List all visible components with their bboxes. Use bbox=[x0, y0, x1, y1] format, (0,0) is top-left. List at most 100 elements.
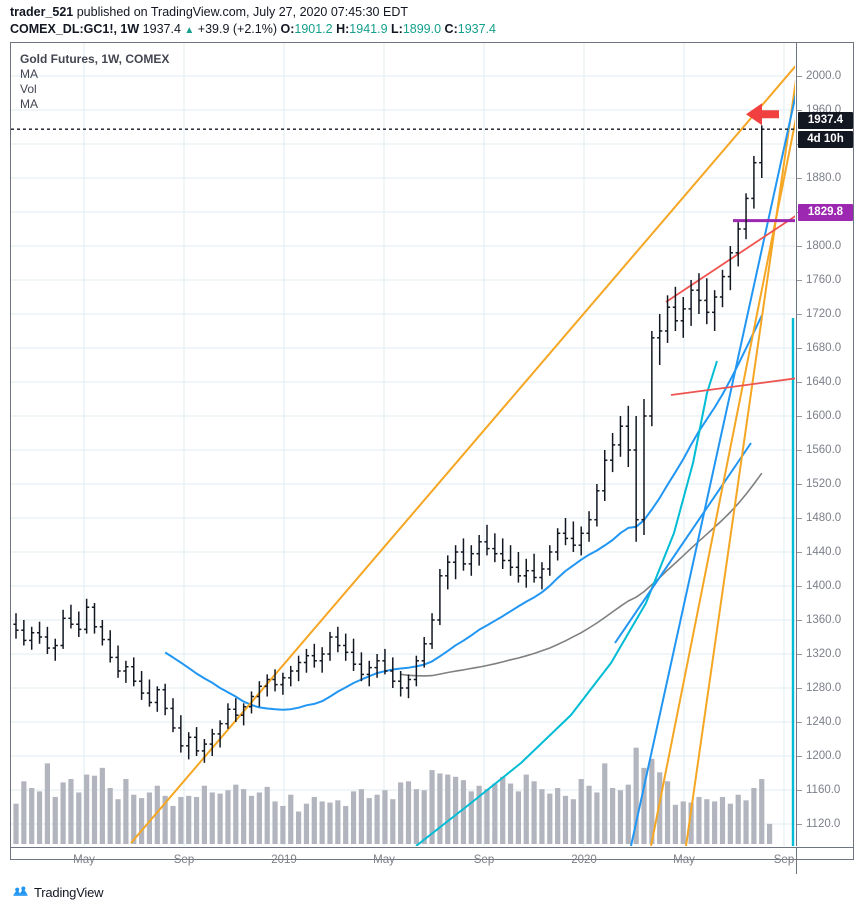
volume-bar bbox=[484, 789, 490, 844]
price-tick-label: 1240.0 bbox=[806, 716, 842, 728]
price-tick-mark bbox=[797, 178, 802, 179]
time-axis[interactable]: May Sep 2019 May Sep 2020 May Sep bbox=[11, 847, 853, 874]
volume-bar bbox=[507, 783, 514, 844]
volume-bar bbox=[107, 788, 113, 844]
open-label: O: bbox=[280, 22, 295, 36]
volume-bar bbox=[84, 774, 90, 844]
time-tick-label: Sep bbox=[473, 854, 495, 866]
volume-bar bbox=[241, 789, 247, 844]
price-tick-mark bbox=[797, 518, 802, 519]
time-tick-label: May bbox=[73, 854, 95, 866]
volume-bar bbox=[225, 790, 231, 844]
volume-bar bbox=[327, 802, 333, 844]
volume-bar bbox=[374, 794, 380, 844]
volume-bar bbox=[704, 799, 710, 844]
symbol-label: COMEX_DL:GC1!, 1W bbox=[10, 22, 140, 36]
low-value: 1899.0 bbox=[402, 22, 442, 36]
level-price-badge[interactable]: 1829.8 bbox=[798, 204, 853, 221]
price-tick-label: 1880.0 bbox=[806, 172, 842, 184]
chart-plot-area[interactable] bbox=[11, 43, 795, 846]
volume-bar bbox=[382, 790, 388, 844]
volume-bar bbox=[146, 792, 153, 844]
volume-bar bbox=[335, 800, 341, 844]
open-value: 1901.2 bbox=[294, 22, 333, 36]
volume-bar bbox=[767, 823, 773, 844]
price-tick-label: 1760.0 bbox=[806, 274, 842, 286]
volume-bar bbox=[602, 763, 608, 844]
price-tick-label: 1320.0 bbox=[806, 648, 842, 660]
price-tick-mark bbox=[797, 620, 802, 621]
high-value: 1941.9 bbox=[349, 22, 388, 36]
volume-bar bbox=[570, 799, 576, 844]
volume-bar bbox=[743, 800, 749, 844]
price-tick-label: 1640.0 bbox=[806, 376, 842, 388]
quote-line: COMEX_DL:GC1!, 1W 1937.4 ▲ +39.9 (+2.1%)… bbox=[10, 21, 850, 39]
price-tick-mark bbox=[797, 314, 802, 315]
volume-bar bbox=[586, 785, 592, 844]
volume-bar bbox=[657, 772, 663, 844]
volume-bar bbox=[641, 767, 647, 844]
ma-line-cyan bbox=[415, 360, 718, 846]
volume-bar bbox=[248, 795, 255, 844]
volume-bar bbox=[68, 779, 74, 844]
volume-bar bbox=[453, 776, 459, 844]
price-tick-mark bbox=[797, 586, 802, 587]
volume-bar bbox=[539, 789, 545, 844]
trendline-blue-steep bbox=[630, 93, 795, 846]
price-tick-label: 2000.0 bbox=[806, 70, 842, 82]
price-tick-label: 1720.0 bbox=[806, 308, 842, 320]
price-tick-label: 1520.0 bbox=[806, 478, 842, 490]
volume-bar bbox=[154, 785, 160, 844]
volume-bar bbox=[751, 788, 757, 844]
price-tick-label: 1160.0 bbox=[806, 784, 841, 796]
channel-red bbox=[665, 215, 795, 396]
volume-bar bbox=[515, 791, 521, 844]
volume-bar bbox=[688, 802, 694, 844]
publisher-name: trader_521 bbox=[10, 5, 74, 19]
volume-bar bbox=[217, 793, 223, 844]
volume-bar bbox=[672, 804, 678, 844]
price-tick-mark bbox=[797, 110, 802, 111]
volume-bar bbox=[162, 795, 168, 844]
price-tick-label: 1120.0 bbox=[806, 818, 841, 830]
volume-bar bbox=[186, 795, 192, 844]
volume-bar bbox=[468, 791, 474, 844]
price-tick-label: 1200.0 bbox=[806, 750, 842, 762]
volume-bar bbox=[256, 792, 262, 844]
last-price-badge[interactable]: 1937.4 bbox=[798, 112, 853, 129]
last-price: 1937.4 bbox=[142, 22, 181, 36]
trendline-blue bbox=[614, 442, 752, 644]
price-tick-mark bbox=[797, 450, 802, 451]
time-tick-label: May bbox=[373, 854, 395, 866]
volume-bar bbox=[193, 796, 200, 844]
trendline-blue-steep-group bbox=[630, 93, 795, 846]
volume-bar bbox=[680, 801, 686, 844]
volume-bar bbox=[500, 776, 506, 844]
price-tick-mark bbox=[797, 76, 802, 77]
price-tick-mark bbox=[797, 416, 802, 417]
volume-bar bbox=[562, 795, 569, 844]
volume-bar bbox=[664, 781, 671, 844]
price-tick-label: 1280.0 bbox=[806, 682, 842, 694]
price-tick-mark bbox=[797, 552, 802, 553]
price-tick-label: 1440.0 bbox=[806, 546, 842, 558]
volume-bar bbox=[366, 798, 372, 844]
volume-bar bbox=[296, 811, 302, 844]
volume-bar bbox=[735, 794, 741, 844]
volume-bar bbox=[131, 794, 137, 844]
price-tick-mark bbox=[797, 654, 802, 655]
volume-bar bbox=[170, 805, 176, 844]
volume-bar bbox=[13, 803, 19, 844]
volume-bar bbox=[319, 801, 325, 844]
volume-histogram bbox=[13, 747, 773, 844]
volume-bar bbox=[719, 796, 726, 844]
price-chart-svg[interactable] bbox=[11, 43, 795, 846]
countdown-badge[interactable]: 4d 10h bbox=[798, 131, 853, 148]
price-axis[interactable]: 2000.01960.01920.01880.01840.01800.01760… bbox=[796, 43, 853, 846]
price-tick-mark bbox=[797, 688, 802, 689]
published-text: published on TradingView.com, bbox=[76, 5, 250, 19]
volume-bar bbox=[44, 763, 50, 844]
volume-bar bbox=[139, 798, 145, 844]
tradingview-branding: TradingView bbox=[12, 884, 104, 901]
channel-red-lower bbox=[670, 377, 795, 396]
